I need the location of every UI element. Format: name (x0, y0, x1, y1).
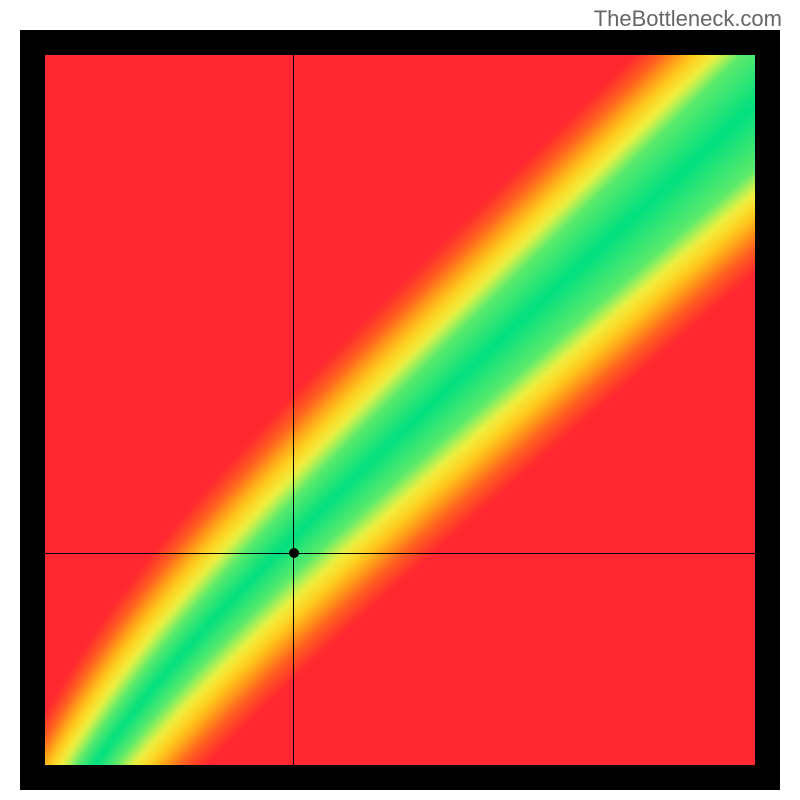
chart-container: TheBottleneck.com (0, 0, 800, 800)
crosshair-horizontal (45, 553, 755, 554)
crosshair-vertical (293, 55, 294, 765)
watermark-text: TheBottleneck.com (594, 6, 782, 32)
plot-area (20, 30, 780, 790)
crosshair-marker (289, 548, 299, 558)
heatmap-canvas (45, 55, 755, 765)
